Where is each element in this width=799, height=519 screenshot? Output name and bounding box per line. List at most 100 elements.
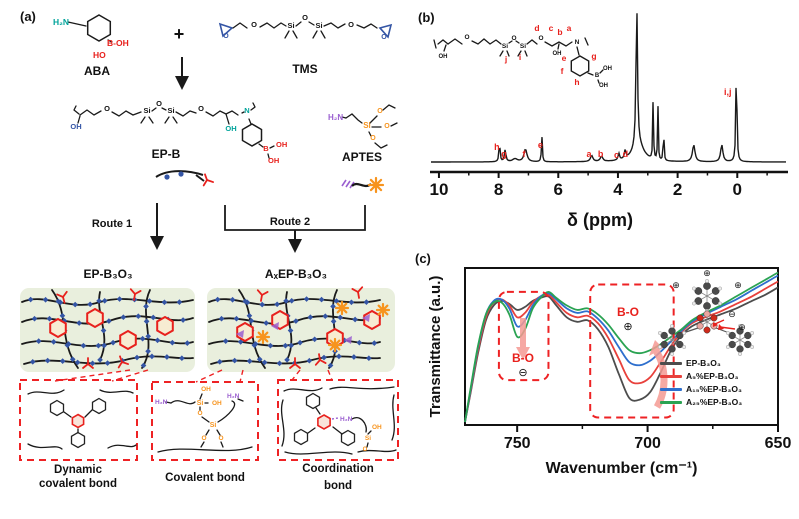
boronic-acid-symbol — [82, 357, 94, 369]
phenyl-ring — [293, 428, 309, 446]
hydroxyl-dot — [89, 360, 96, 367]
hydroxyl-dot — [100, 327, 107, 334]
legend-label: A₁₅%EP-B₃O₃ — [686, 384, 742, 394]
hydroxyl-dot — [251, 342, 258, 349]
box3-si: Si — [365, 435, 371, 442]
hydroxyl-dot — [104, 360, 111, 366]
hydroxyl-dot — [146, 298, 153, 304]
hydroxyl-dot — [333, 298, 340, 304]
legend-line-green — [660, 401, 682, 404]
boronic-acid-symbol — [351, 286, 364, 299]
ep-b-benzene-ring — [241, 123, 263, 147]
hydroxyl-dot — [101, 297, 108, 304]
decrease-arrow — [516, 318, 530, 360]
box2-si1: Si — [197, 400, 204, 407]
hydroxyl-dot — [64, 342, 71, 349]
nmr-x-axis-title: δ (ppm) — [567, 210, 633, 230]
b-letter-f: f — [561, 66, 564, 76]
hydroxyl-dot — [307, 314, 314, 321]
hydroxyl-dot — [72, 301, 79, 308]
tms-o1: O — [251, 20, 257, 29]
aptes-o2: O — [384, 123, 390, 130]
b-letter-d: d — [534, 23, 539, 33]
hydroxyl-dot — [229, 296, 236, 303]
aptes-symbol — [327, 337, 343, 353]
hydroxyl-dot — [116, 296, 123, 302]
hydroxyl-dot — [80, 342, 87, 349]
boroxine-ring — [236, 321, 254, 343]
hydroxyl-dot — [330, 303, 336, 310]
nmr-x-axis: 10 8 6 4 2 0 δ (ppm) — [429, 170, 788, 230]
hydroxyl-dot — [110, 339, 116, 346]
nmr-peak-label-f: f — [522, 149, 526, 159]
triphenylboroxine-model — [657, 279, 755, 356]
b-letter-c: c — [549, 23, 554, 33]
b-o-band-box-minus — [497, 290, 550, 382]
panel-a-synthesis-scheme: (a) H₂N B-OH HO ABA + O O Si O Si O O TMS OH O Si O Si O OH N… — [19, 9, 399, 492]
ftir-x-axis-title: Wavenumber (cm⁻¹) — [546, 460, 698, 477]
tms-name: TMS — [292, 62, 317, 76]
boroxine-ring — [86, 307, 104, 329]
epb-n: N — [244, 106, 249, 115]
panel-a-tag: (a) — [20, 9, 36, 24]
aba-benzene-ring — [86, 14, 112, 42]
nmr-tick-label: 0 — [733, 180, 742, 199]
inset-plus-1: ⊕ — [672, 280, 680, 290]
b-letter-i: i — [519, 52, 521, 62]
b-inset-o3: O — [538, 35, 543, 42]
nmr-peak-label-e: e — [538, 140, 543, 150]
aba-structure — [67, 14, 113, 43]
hydroxyl-dot — [288, 297, 295, 304]
hydroxyl-dot — [259, 301, 266, 308]
panel-b-tag: (b) — [418, 10, 435, 25]
b-letter-h: h — [574, 77, 579, 87]
hydroxyl-dot — [303, 296, 310, 302]
epb-boh1: OH — [276, 140, 287, 149]
b-inset-oh1: OH — [439, 54, 448, 60]
hydroxyl-dot — [179, 355, 185, 362]
dynamic-covalent-bond-structure — [27, 389, 137, 450]
hydroxyl-dot — [261, 359, 268, 366]
route-2-bracket-arrow — [224, 205, 366, 253]
boroxine-ring — [49, 317, 67, 339]
hydroxyl-dot — [97, 357, 103, 363]
coordination-bond-structure — [280, 386, 397, 455]
nmr-inset-benzene-ring — [570, 55, 590, 77]
tms-o3: O — [348, 20, 354, 29]
boroxine-ring — [156, 315, 174, 337]
box2-h2n2: H₂N — [227, 393, 240, 400]
bo-plus-sign: ⊕ — [623, 321, 632, 333]
boronic-acid-symbol — [289, 357, 301, 369]
hydroxyl-dot — [246, 358, 253, 364]
nmr-peak-label-d: d — [623, 149, 629, 159]
ftir-legend: EP-B₃O₃ A₅%EP-B₃O₃ A₁₅%EP-B₃O₃ A₂₅%EP-B₃… — [660, 357, 792, 409]
hydroxyl-dot — [150, 314, 157, 321]
boroxine-ring — [317, 414, 331, 430]
nmr-inset-structure — [433, 37, 604, 84]
hydroxyl-dot — [327, 362, 334, 369]
hydroxyl-dot — [184, 340, 191, 346]
box2-oh2: OH — [212, 400, 222, 407]
aba-boh: B-OH — [107, 38, 129, 48]
hydroxyl-dot — [214, 296, 221, 303]
tms-structure — [218, 21, 393, 39]
hydroxyl-dot — [176, 299, 183, 305]
bond-label-dynamic-2: covalent bond — [39, 478, 117, 490]
nmr-tick-label: 10 — [429, 180, 448, 199]
hydroxyl-dot — [154, 337, 161, 344]
box2-si2: Si — [210, 422, 217, 429]
box3-o: O — [363, 447, 368, 453]
aptes-symbol — [375, 302, 391, 318]
hydroxyl-dot — [74, 359, 81, 366]
ftir-tick-label: 700 — [634, 435, 661, 452]
hydroxyl-dot — [95, 342, 102, 349]
shift-curved-arrow — [649, 340, 668, 409]
hydroxyl-dot — [149, 353, 155, 360]
aptes-symbol — [367, 176, 385, 194]
hydroxyl-dot — [263, 320, 270, 326]
hydroxyl-dot — [233, 315, 240, 322]
tms-o-right: O — [381, 34, 387, 41]
hydroxyl-dot — [178, 171, 184, 177]
